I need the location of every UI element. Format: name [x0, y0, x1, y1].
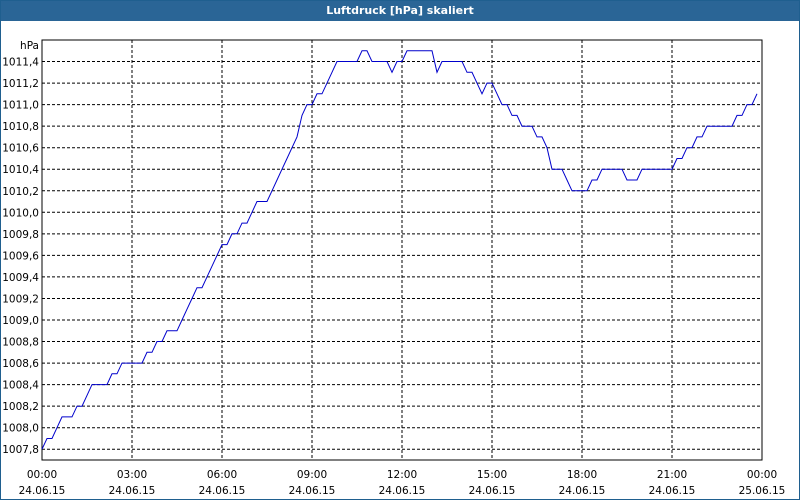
- window-title: Luftdruck [hPa] skaliert: [1, 1, 799, 21]
- x-tick-date: 25.06.15: [739, 485, 786, 497]
- x-tick-time: 09:00: [297, 469, 327, 481]
- y-tick-label: 1008,4: [2, 380, 39, 392]
- y-tick-label: 1010,8: [2, 121, 39, 133]
- x-tick-date: 24.06.15: [199, 485, 246, 497]
- y-tick-label: 1009,0: [2, 315, 39, 327]
- y-tick-label: 1010,2: [2, 186, 39, 198]
- plot-frame: [41, 39, 763, 461]
- x-tick-time: 21:00: [657, 469, 687, 481]
- y-tick-label: 1010,0: [2, 207, 39, 219]
- x-tick-date: 24.06.15: [649, 485, 696, 497]
- y-tick-label: 1009,6: [2, 250, 39, 262]
- y-tick-label: 1010,6: [2, 143, 39, 155]
- x-tick-time: 15:00: [477, 469, 507, 481]
- y-tick-label: 1011,0: [2, 100, 39, 112]
- x-tick-time: 12:00: [387, 469, 417, 481]
- y-tick-label: 1007,8: [2, 444, 39, 456]
- y-tick-label: 1008,0: [2, 423, 39, 435]
- x-tick-date: 24.06.15: [289, 485, 336, 497]
- x-tick-date: 24.06.15: [469, 485, 516, 497]
- y-tick-label: 1009,2: [2, 293, 39, 305]
- y-tick-label: 1011,2: [2, 78, 39, 90]
- y-tick-labels: 1007,8 1008,0 1008,2 1008,4 1008,6 1008,8 1009…: [2, 57, 39, 457]
- y-tick-label: 1008,2: [2, 401, 39, 413]
- x-tick-time: 18:00: [567, 469, 597, 481]
- x-tick-date: 24.06.15: [379, 485, 426, 497]
- x-tick-date: 24.06.15: [109, 485, 156, 497]
- y-tick-label: 1008,8: [2, 337, 39, 349]
- y-tick-label: 1009,4: [2, 272, 39, 284]
- x-tick-labels: 00:00 24.06.15 03:00 24.06.15 06:00 24.06.15 0…: [19, 469, 786, 497]
- x-tick-time: 06:00: [207, 469, 237, 481]
- y-tick-label: 1008,6: [2, 358, 39, 370]
- y-axis-unit-label: hPa: [20, 40, 39, 52]
- x-tick-time: 00:00: [747, 469, 777, 481]
- x-tick-date: 24.06.15: [559, 485, 606, 497]
- grid-lines: [42, 40, 762, 460]
- y-tick-label: 1009,8: [2, 229, 39, 241]
- x-tick-time: 03:00: [117, 469, 147, 481]
- x-tick-time: 00:00: [27, 469, 57, 481]
- y-tick-label: 1011,4: [2, 57, 39, 69]
- pressure-line: [41, 50, 758, 450]
- y-tick-label: 1010,4: [2, 164, 39, 176]
- x-tick-date: 24.06.15: [19, 485, 66, 497]
